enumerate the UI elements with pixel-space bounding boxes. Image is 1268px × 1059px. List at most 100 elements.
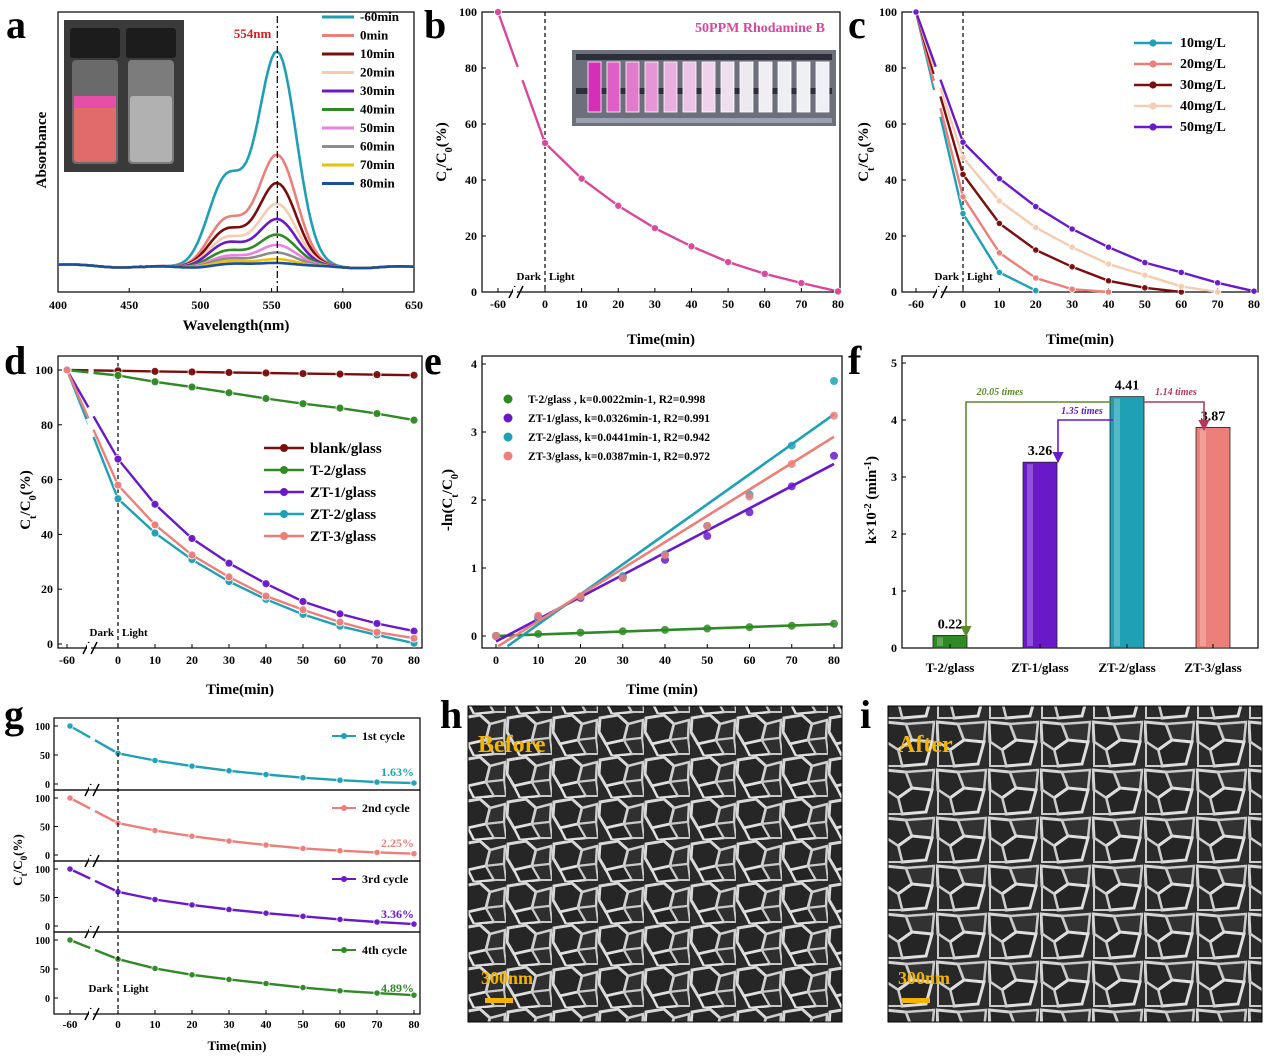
x-tick-label: 650 [405,298,423,312]
data-point-e-3 [830,411,838,420]
scale-bar-before [485,998,513,1003]
series-d-0-point [150,366,160,376]
series-g-3-line [69,938,415,997]
x-tick-label: 70 [371,653,383,667]
cuvette [815,61,830,113]
plot-frame [901,11,1259,293]
legend-label: 50mg/L [1180,120,1226,135]
x-tick-label: 20 [575,653,587,667]
series-b-point [493,7,502,16]
y-tick-label: 80 [41,418,53,432]
series-break-gap [85,417,97,432]
legend-marker [1149,81,1157,89]
series-c-2-line [914,11,1182,294]
dark-label: Dark [90,627,115,639]
x-tick-label: 70 [786,653,798,667]
y-tick-label: 100 [35,865,50,876]
chart-b: -60 0 10 20 30 40 50 60 70 80 0 20 40 60 80 100 Dark Ligh… [434,5,844,348]
data-point-e-0 [745,623,754,632]
y-tick-label: 0 [47,637,53,651]
legend-label: ZT-2/glass, k=0.0441min-1, R2=0.942 [528,432,710,444]
series-g-1-line [69,796,415,855]
y-tick-label: 4 [471,357,477,371]
plot-frame [57,355,423,649]
legend-marker [1149,102,1157,110]
panel-letter-a: a [6,2,26,47]
series-d-2-point [261,579,271,589]
series-c-3-point [1214,288,1222,296]
y-axis-title: Absorbance [34,111,50,188]
y-tick-label: 60 [885,117,897,131]
x-tick-label: 40 [1103,297,1115,311]
series-c-4-point [1177,268,1185,276]
chart-f: 0 1 2 3 4 5 0.22 T-2/glass 3.26 ZT-1/glass 4.41 ZT-… [863,355,1259,675]
chart-title: 50PPM Rhodamine B [695,21,825,36]
y-tick-label: 1 [891,584,897,598]
series-g-0-point [188,762,196,770]
series-c-3-point [959,154,967,162]
cuvette [777,61,792,113]
series-d-4-point [372,627,382,637]
y-tick-label: 100 [459,5,477,19]
series-g-0-point [410,779,418,787]
series-b-line [496,11,839,293]
cuvette [625,61,640,113]
series-d-1-point [335,403,345,413]
y-tick-label: 100 [35,794,50,805]
axis-break-mark [90,641,98,655]
x-tick-label: 80 [828,653,840,667]
series-c-0-point [1032,286,1040,295]
panel-letter-c: c [848,2,866,47]
cycle-subplot-2: 0 50 100 2nd cycle 2.25% [35,789,421,868]
x-tick-label: 70 [795,297,807,311]
x-tick-label: 10 [532,653,544,667]
final-value-label: 1.63% [381,765,414,779]
x-tick-label: 0 [960,297,966,311]
x-tick-label: 40 [261,1019,273,1031]
series-c-3-point [1068,243,1076,251]
series-c-2-point [995,219,1003,227]
arrow-1.35x [1052,419,1113,464]
series-g-1-point [151,826,159,835]
light-label: Light [122,627,148,639]
y-axis-title: Ct/C0(%) [10,834,29,886]
series-c-0-point [995,268,1003,276]
legend-marker [280,466,288,474]
y-tick-label: 100 [879,5,897,19]
bar-highlight [1027,464,1033,646]
series-c-2-point [959,170,967,178]
series-break-gap [88,734,97,743]
y-tick-label: 80 [885,61,897,75]
legend-label: 0min [360,28,389,43]
y-tick-label: 0 [45,851,50,862]
cuvette-photo [572,50,836,126]
series-c-2-point [1104,277,1113,285]
chart-a: 400 450 500 550 600 650 Wavelength(nm) Absorban… [34,9,423,334]
axis-break-mark [92,1007,100,1021]
series-d-0-point [335,369,345,379]
light-label: Light [549,271,575,283]
x-tick-label: -60 [59,653,75,667]
series-d-3-point [113,494,123,504]
series-d-0-point [187,367,197,377]
dark-label: Dark [89,983,114,995]
y-tick-label: 2 [891,527,897,541]
series-g-3-point [262,979,270,988]
dark-label: Dark [935,271,960,283]
bar-value-label: 4.41 [1115,379,1140,394]
series-g-2-point [299,912,307,920]
plot-frame [481,11,841,293]
y-tick-label: 4 [891,413,897,427]
x-axis-title: Time(min) [627,332,695,348]
x-tick-label: 50 [1139,297,1151,311]
x-axis-title: Wavelength(nm) [183,318,290,334]
plot-frame [57,11,415,293]
y-tick-label: 50 [40,965,50,976]
series-d-4-point [224,572,234,582]
series-c-3-line [914,11,1218,294]
series-d-1-line [66,368,415,422]
legend-label: 70min [360,157,395,172]
sem-image-before: Before 300nm [467,705,843,1023]
y-tick-label: 2 [471,493,477,507]
x-tick-label: 60 [1175,297,1187,311]
